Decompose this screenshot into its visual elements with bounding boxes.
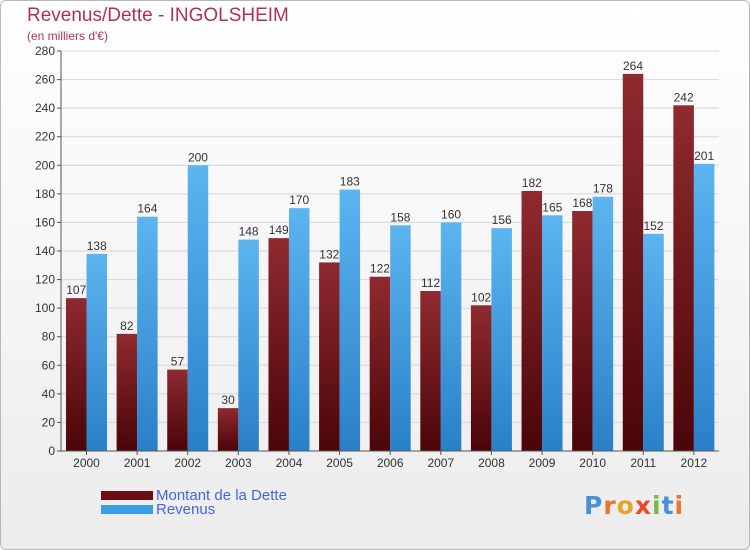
x-tick-label: 2000 xyxy=(73,456,100,470)
bar-dette-value-label: 149 xyxy=(269,223,289,237)
bar-revenus xyxy=(339,189,361,452)
bar-dette-value-label: 182 xyxy=(522,176,542,190)
x-tick-label: 2004 xyxy=(276,456,303,470)
y-tick-label: 0 xyxy=(48,444,55,458)
bar-dette-value-label: 242 xyxy=(674,90,694,104)
legend-item-dette: Montant de la Dette xyxy=(101,486,287,504)
x-tick-label: 2003 xyxy=(225,456,252,470)
bar-revenus-value-label: 183 xyxy=(340,175,360,189)
y-tick-label: 160 xyxy=(35,215,55,229)
logo-letter: P xyxy=(584,491,604,520)
bar-dette-value-label: 30 xyxy=(221,393,235,407)
y-tick-label: 280 xyxy=(35,44,55,58)
bar-dette xyxy=(673,105,694,452)
bar-revenus-value-label: 170 xyxy=(289,193,309,207)
x-tick-label: 2005 xyxy=(326,456,353,470)
y-tick-label: 120 xyxy=(35,273,55,287)
y-tick-label: 100 xyxy=(35,301,55,315)
bar-revenus-value-label: 160 xyxy=(441,207,461,221)
bar-revenus-value-label: 165 xyxy=(542,200,562,214)
x-tick-label: 2008 xyxy=(478,456,505,470)
bar-revenus-value-label: 152 xyxy=(644,219,664,233)
bar-dette xyxy=(521,191,543,451)
bar-dette xyxy=(572,211,593,451)
logo-letter: i xyxy=(674,491,685,520)
bar-dette-value-label: 57 xyxy=(171,355,185,369)
x-tick-label: 2009 xyxy=(529,456,556,470)
y-tick-label: 180 xyxy=(35,187,55,201)
legend-item-revenus: Revenus xyxy=(101,500,216,518)
bar-revenus xyxy=(238,239,259,451)
logo-letter: r xyxy=(603,491,617,520)
chart-title: Revenus/Dette - INGOLSHEIM xyxy=(27,5,289,26)
bar-dette xyxy=(420,291,441,451)
bar-dette-value-label: 112 xyxy=(421,276,440,290)
bar-dette xyxy=(369,276,391,451)
bar-revenus-value-label: 148 xyxy=(239,225,259,239)
y-tick-label: 260 xyxy=(35,73,55,87)
bar-revenus xyxy=(137,216,158,451)
bar-dette xyxy=(66,298,87,451)
bar-dette-value-label: 132 xyxy=(319,247,339,261)
y-tick-label: 240 xyxy=(35,101,55,115)
x-tick-label: 2010 xyxy=(579,456,606,470)
bar-revenus-value-label: 138 xyxy=(87,239,107,253)
logo-letter: o xyxy=(616,491,635,520)
x-tick-label: 2001 xyxy=(124,456,151,470)
bar-revenus xyxy=(592,196,614,451)
bar-dette-value-label: 82 xyxy=(120,319,134,333)
chart-subtitle: (en milliers d'€) xyxy=(27,29,108,43)
bar-revenus xyxy=(440,222,462,451)
bar-dette xyxy=(116,333,138,451)
bar-dette xyxy=(268,238,289,451)
bar-revenus xyxy=(86,253,107,451)
y-tick-label: 140 xyxy=(35,244,55,258)
bar-revenus-value-label: 201 xyxy=(694,149,714,163)
logo-letter: x xyxy=(634,491,652,520)
bar-revenus-value-label: 178 xyxy=(593,182,613,196)
bar-revenus-value-label: 158 xyxy=(390,210,410,224)
bar-revenus-value-label: 164 xyxy=(137,202,157,216)
bar-dette-value-label: 107 xyxy=(66,283,86,297)
legend-label-revenus: Revenus xyxy=(156,500,216,518)
y-tick-label: 40 xyxy=(42,387,56,401)
bar-dette-value-label: 102 xyxy=(471,290,491,304)
y-tick-label: 220 xyxy=(35,130,55,144)
x-tick-label: 2002 xyxy=(174,456,201,470)
bar-dette xyxy=(622,73,644,451)
bar-revenus xyxy=(187,165,209,452)
x-tick-label: 2006 xyxy=(377,456,404,470)
x-tick-label: 2012 xyxy=(681,456,708,470)
x-tick-label: 2011 xyxy=(630,456,656,470)
bar-dette-value-label: 168 xyxy=(572,196,592,210)
bar-revenus xyxy=(288,208,310,451)
bar-revenus xyxy=(542,215,563,451)
bar-revenus-value-label: 156 xyxy=(492,213,512,227)
legend-swatch-revenus xyxy=(101,504,153,514)
bar-revenus xyxy=(491,228,512,451)
y-tick-label: 80 xyxy=(42,330,56,344)
x-tick-label: 2007 xyxy=(427,456,454,470)
bar-revenus xyxy=(390,225,411,451)
y-tick-label: 60 xyxy=(42,358,56,372)
y-tick-label: 200 xyxy=(35,158,55,172)
logo-letter: i xyxy=(652,491,662,520)
logo-letter: t xyxy=(661,491,675,520)
bar-revenus xyxy=(643,233,664,451)
bar-dette-value-label: 122 xyxy=(370,262,390,276)
bar-revenus-value-label: 200 xyxy=(188,150,208,164)
y-tick-label: 20 xyxy=(42,415,56,429)
bar-revenus xyxy=(693,163,715,451)
proxiti-logo: Proxiti xyxy=(584,491,684,520)
bar-dette-value-label: 264 xyxy=(623,59,643,73)
bar-dette xyxy=(167,369,188,451)
bar-dette xyxy=(217,408,239,451)
legend-swatch-dette xyxy=(101,490,153,500)
legend-label-dette: Montant de la Dette xyxy=(156,486,287,504)
bar-dette xyxy=(319,262,340,451)
bar-dette xyxy=(470,305,492,451)
